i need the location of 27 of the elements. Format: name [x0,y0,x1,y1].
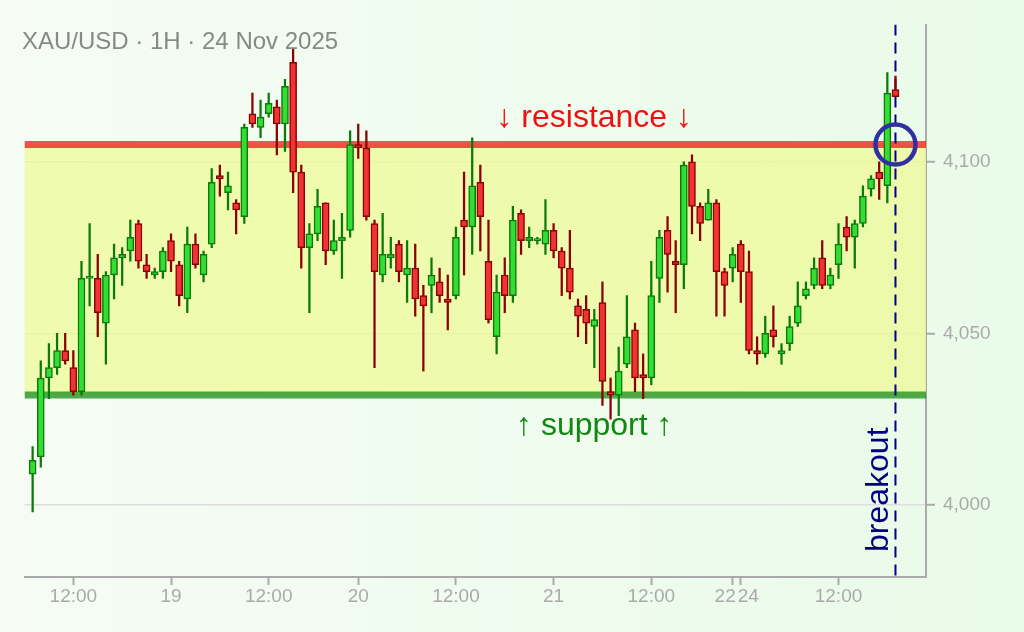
candlestick [142,254,151,279]
x-tick-label: 22 [714,584,736,606]
candlestick [769,305,778,348]
y-tick-label: 4,000 [943,493,991,515]
x-tick-label: 12:00 [814,584,863,606]
chart-title: XAU/USD · 1H · 24 Nov 2025 [22,27,339,55]
x-tick-label: 20 [347,584,369,606]
candlestick [663,216,672,293]
ref-line-label: ↓ resistance ↓ [496,97,693,134]
candlestick [85,223,94,307]
x-tick-label: 24 [737,584,760,606]
candlestick [305,223,314,314]
x-tick-label: 12:00 [627,584,676,606]
ref-line-label: ↑ support ↑ [515,406,673,443]
candlestick [256,99,265,139]
candlestick [427,257,436,314]
candlestick [720,267,729,317]
x-tick-label: 12:00 [49,584,98,606]
x-tick-label: 12:00 [432,584,480,606]
candlestick [777,343,786,365]
y-tick-label: 4,100 [943,150,991,171]
x-tick-label: 19 [160,584,182,606]
annotation: breakout [859,427,896,552]
x-tick-label: 12:00 [244,584,293,606]
y-tick-label: 4,050 [943,321,991,343]
candlestick [248,92,257,128]
x-tick-label: 21 [543,584,565,606]
